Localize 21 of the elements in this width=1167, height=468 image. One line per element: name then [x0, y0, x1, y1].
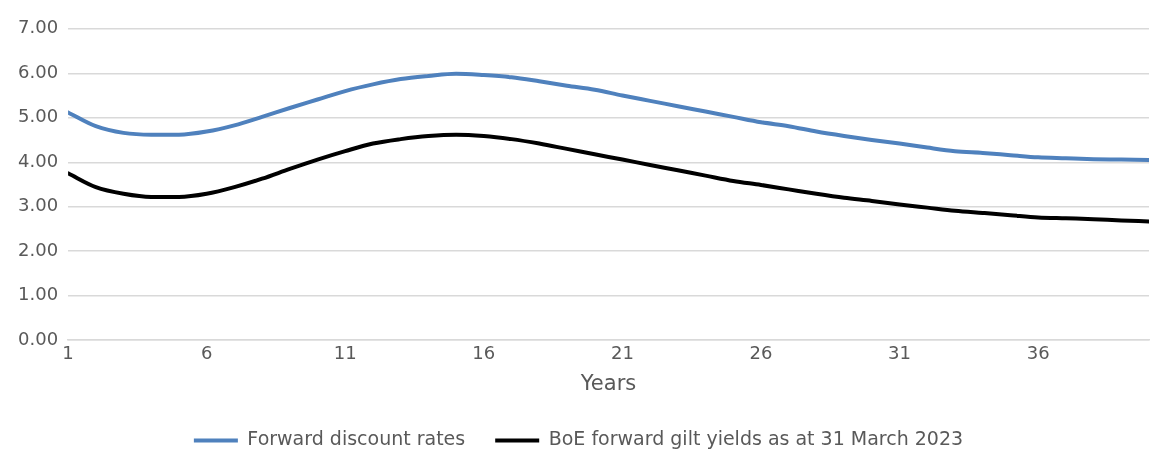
- x-tick-label: 36: [1026, 341, 1050, 363]
- y-tick-label: 5.00: [18, 105, 59, 127]
- y-tick-label: 4.00: [18, 149, 59, 171]
- legend-label: BoE forward gilt yields as at 31 March 2023: [548, 427, 964, 450]
- y-tick-label: 2.00: [18, 238, 59, 260]
- x-tick-label: 1: [62, 341, 74, 363]
- y-tick-label: 6.00: [18, 60, 59, 82]
- y-tick-label: 1.00: [18, 283, 59, 305]
- x-tick-label: 21: [610, 341, 634, 363]
- y-tick-label: 0.00: [18, 327, 59, 349]
- line-series: [68, 132, 1149, 224]
- x-tick-label: 11: [333, 341, 357, 363]
- x-axis-title: Years: [579, 370, 637, 395]
- y-tick-label: 3.00: [18, 194, 59, 216]
- x-tick-label: 6: [200, 341, 213, 363]
- x-tick-label: 31: [888, 341, 912, 363]
- x-tick-label: 26: [749, 341, 773, 363]
- x-tick-label: 16: [472, 341, 496, 363]
- y-tick-label: 7.00: [18, 16, 59, 38]
- line-series: [68, 71, 1149, 163]
- legend-label: Forward discount rates: [247, 427, 466, 450]
